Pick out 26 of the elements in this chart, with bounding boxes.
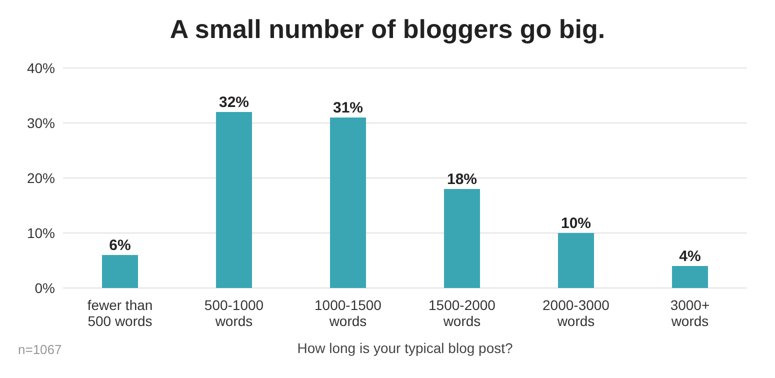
x-tick-label: fewer than 500 words [87,297,153,329]
y-tick-label: 20% [26,170,55,186]
bar [558,233,594,288]
bar [672,266,708,288]
x-tick-label: 1000-1500 words [314,297,382,329]
chart-title: A small number of bloggers go big. [168,14,606,45]
y-tick-label: 40% [26,60,55,76]
x-tick-label: 3000+ words [670,297,710,329]
bar [216,112,252,288]
x-axis-title: How long is your typical blog post? [296,340,514,356]
data-label: 32% [218,94,250,111]
bar [330,118,366,288]
data-label: 31% [332,100,364,116]
x-tick-label: 2000-3000 words [542,297,610,329]
y-tick-label: 0% [34,280,55,296]
data-label: 4% [679,248,701,265]
data-label: 18% [446,171,478,188]
y-tick-label: 30% [26,114,55,131]
bar [102,255,138,288]
y-tick-label: 10% [26,224,55,241]
data-label: 10% [560,215,592,232]
x-tick-label: 500-1000 words [204,297,264,329]
text: n=1067 [18,342,62,357]
x-tick-label: 1500-2000 words [428,297,496,329]
bar [444,189,480,288]
data-label: 6% [109,237,131,254]
